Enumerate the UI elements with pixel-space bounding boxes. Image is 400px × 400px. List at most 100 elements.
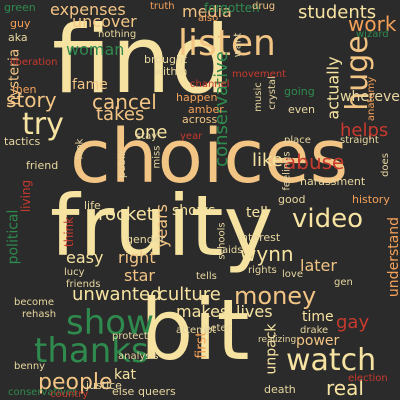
word-like: like [252,150,283,171]
word-analysis: analysis [118,351,159,362]
word-channel: channel [190,79,230,90]
word-wizard: wizard [356,29,389,40]
word-find: find [52,6,231,115]
word-also: also [198,13,219,24]
word-story: story [6,88,57,112]
word-real: real [326,376,364,400]
word-happen: happen [176,91,218,104]
word-election: election [348,373,388,384]
word-does: does [379,153,391,177]
word-easy: easy [66,248,104,267]
word-peter: peter [204,323,231,334]
word-history: history [352,193,390,206]
word-time: time [302,309,334,325]
word-makes: makes [176,302,229,321]
word-guy: guy [10,17,31,30]
word-wherever: wherever [340,89,400,105]
word-attempt: attempt [176,325,217,336]
word-takes: takes [96,104,145,125]
word-shows: shows [172,203,216,219]
word-helps: helps [340,120,389,141]
word-bit: bit [140,281,250,379]
word-brought: brought [144,53,188,66]
word-actually: actually [323,56,343,120]
word-music: music [252,82,264,112]
word-try: try [22,107,64,142]
word-kat: kat [114,367,136,383]
word-queers: queers [138,385,176,398]
word-realizing: realizing [258,335,297,345]
word-tells: tells [196,271,217,282]
word-country: country [50,389,89,400]
word-unwanted: unwanted [72,284,162,305]
word-lucy: lucy [64,267,85,278]
word-people: people [38,370,113,395]
word-media: media [182,2,232,21]
word-tactics: tactics [4,135,41,148]
word-one: one [134,122,168,143]
word-understand: understand [386,216,400,298]
word-men: men [12,83,37,96]
word-across: across [182,113,218,126]
word-unpack: unpack [263,323,280,375]
word-power: power [296,333,340,349]
word-tell: tell [246,205,268,221]
word-harassment: harassment [300,175,366,188]
word-rights: rights [248,265,277,276]
word-year: year [180,131,203,142]
word-abuse: abuse [284,150,345,174]
word-truth: truth [150,1,175,12]
word-aids: aids [222,245,243,256]
word-lives: lives [236,302,273,321]
word-wynn: wynn [240,242,294,266]
word-think: think [62,216,77,248]
word-show: show [66,303,154,343]
word-gender: gender [126,233,165,246]
word-feelings: feelings [281,151,293,191]
word-political: political [5,209,22,265]
word-place: place [284,135,311,146]
word-star: star [124,266,155,285]
word-protect: protect [112,331,148,342]
word-amber: amber [188,103,224,116]
word-miss: miss [151,145,163,169]
word-listen: listen [178,23,276,64]
word-movement: movement [232,69,287,80]
word-justice: justice [86,379,122,392]
word-else: else [112,385,135,398]
word-want: want [232,32,244,58]
word-money: money [234,282,317,310]
word-living: living [19,179,34,213]
word-nothing: nothing [98,29,137,40]
word-crystal: crystal [266,76,278,110]
word-fame: fame [72,77,108,93]
word-drake: drake [300,325,329,336]
word-expenses: expenses [50,0,126,19]
word-rehash: rehash [22,309,57,320]
word-love: love [282,269,303,280]
word-friends: friends [66,279,101,290]
word-within: within [154,65,188,78]
word-aka: aka [8,31,28,44]
word-choices: choices [70,114,349,200]
word-drug: drug [252,1,276,12]
word-conservatives: conservatives [8,387,78,398]
word-going: going [284,85,315,98]
word-woman: woman [66,40,125,59]
word-thanks: thanks [34,331,149,371]
word-look: look [74,138,86,160]
word-anatomy: anatomy [366,76,378,122]
word-fruity: fruity [50,177,274,275]
word-watch: watch [286,343,377,378]
word-become: become [14,297,55,308]
word-interest: interest [238,231,281,244]
word-uncover: uncover [72,12,137,31]
word-rocket: rocket [98,204,154,225]
word-work: work [348,12,397,36]
word-green: green [4,1,36,14]
word-right: right [118,248,156,267]
word-video: video [292,204,364,234]
word-even: even [288,103,316,116]
word-students: students [298,2,377,23]
